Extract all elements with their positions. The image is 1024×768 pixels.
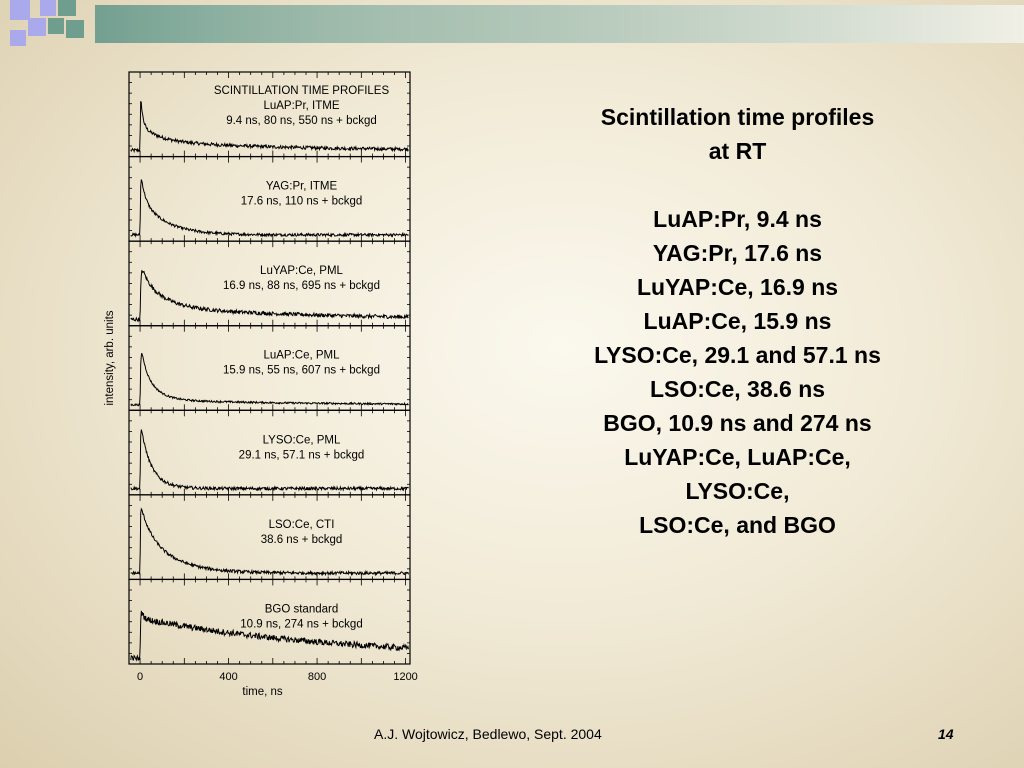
footer-author: A.J. Wojtowicz, Bedlewo, Sept. 2004 — [374, 726, 602, 742]
x-tick-label: 1200 — [393, 671, 417, 683]
summary-line: LYSO:Ce, — [685, 478, 790, 504]
panel-label: 17.6 ns, 110 ns + bckgd — [241, 196, 363, 208]
scintillation-chart: SCINTILLATION TIME PROFILES LuAP:Pr, ITME… — [104, 71, 418, 698]
panel-label: LSO:Ce, CTI — [269, 519, 335, 531]
panel-label: 29.1 ns, 57.1 ns + bckgd — [239, 449, 365, 461]
summary-line: LSO:Ce, and BGO — [639, 512, 836, 538]
summary-line: LuYAP:Ce, LuAP:Ce, — [624, 444, 851, 470]
decay-curve — [130, 101, 409, 154]
decay-curve — [130, 610, 409, 662]
summary-text: Scintillation time profiles at RT LuAP:P… — [540, 100, 935, 542]
decay-curve — [130, 352, 409, 407]
panel-label: LuAP:Pr, ITME — [263, 100, 339, 112]
decay-curve — [130, 429, 409, 492]
decor-square — [40, 0, 56, 16]
summary-line: LuAP:Pr, 9.4 ns — [653, 206, 822, 232]
summary-line: LuAP:Ce, 15.9 ns — [643, 308, 832, 334]
page-number: 14 — [938, 726, 954, 742]
decor-square — [66, 20, 84, 38]
decor-square — [10, 0, 30, 20]
heading-line: at RT — [708, 138, 767, 164]
decay-curve — [130, 179, 409, 238]
decay-curve — [130, 269, 409, 323]
panel-label: YAG:Pr, ITME — [266, 181, 338, 193]
slide-decoration — [10, 0, 1024, 46]
summary-line: LYSO:Ce, 29.1 and 57.1 ns — [594, 342, 881, 368]
x-tick-label: 0 — [137, 671, 143, 683]
x-axis-label: time, ns — [242, 686, 283, 698]
panel-label: 9.4 ns, 80 ns, 550 ns + bckgd — [226, 115, 377, 127]
x-tick-label: 400 — [219, 671, 237, 683]
summary-line: LSO:Ce, 38.6 ns — [649, 376, 826, 402]
panel-label: 16.9 ns, 88 ns, 695 ns + bckgd — [223, 280, 380, 292]
panel-label: 38.6 ns + bckgd — [261, 534, 343, 546]
x-tick-label: 800 — [308, 671, 326, 683]
summary-line: LuYAP:Ce, 16.9 ns — [636, 274, 839, 300]
panel-label: LuYAP:Ce, PML — [260, 265, 343, 277]
decor-band-highlight — [95, 5, 1024, 43]
panel-label: 10.9 ns, 274 ns + bckgd — [240, 618, 362, 630]
panel-label: LuAP:Ce, PML — [263, 350, 340, 362]
panel-label: SCINTILLATION TIME PROFILES — [214, 85, 390, 97]
summary-line: BGO, 10.9 ns and 274 ns — [603, 410, 872, 436]
decor-square — [28, 18, 46, 36]
decor-square — [58, 0, 76, 16]
summary-line: YAG:Pr, 17.6 ns — [652, 240, 823, 266]
decor-square — [10, 30, 26, 46]
y-axis-label: intensity, arb. units — [104, 310, 116, 405]
decay-curve — [130, 507, 409, 577]
spacer — [540, 168, 935, 202]
panel-label: LYSO:Ce, PML — [263, 434, 341, 446]
decor-square — [48, 18, 64, 34]
panel-label: BGO standard — [265, 603, 339, 615]
panel-label: 15.9 ns, 55 ns, 607 ns + bckgd — [223, 365, 380, 377]
heading-line: Scintillation time profiles — [600, 104, 875, 130]
